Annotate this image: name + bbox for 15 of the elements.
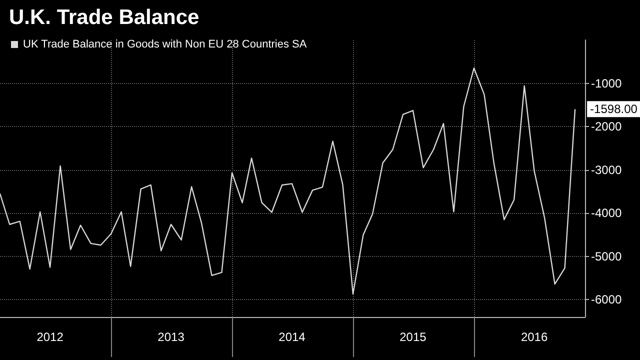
x-tick-label: 2013 <box>158 330 185 344</box>
y-tick-label: -6000 <box>591 292 622 307</box>
y-tick-label: -3000 <box>591 162 622 177</box>
legend-label: UK Trade Balance in Goods with Non EU 28 Countries SA <box>23 38 308 50</box>
line-series <box>0 68 576 295</box>
x-tick-label: 2012 <box>36 330 64 344</box>
data-label: -1598.00 <box>590 102 638 116</box>
chart-title: U.K. Trade Balance <box>9 6 200 29</box>
x-tick-label: 2015 <box>400 330 427 344</box>
y-tick-label: -1000 <box>591 76 622 90</box>
x-tick-label: 2014 <box>278 330 306 344</box>
x-tick-label: 2016 <box>520 330 548 344</box>
y-tick-label: -4000 <box>591 206 622 220</box>
y-tick-label: -2000 <box>591 120 622 134</box>
y-tick-label: -5000 <box>591 249 622 264</box>
